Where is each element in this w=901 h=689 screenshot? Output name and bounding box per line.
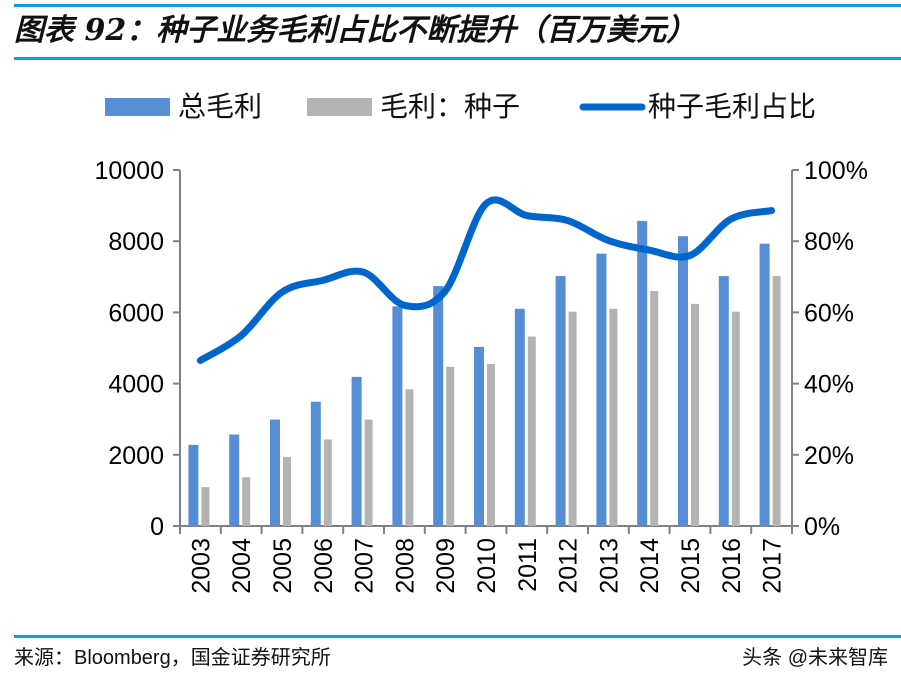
legend-label-ratio: 种子毛利占比 <box>648 90 816 123</box>
bar-total-2010 <box>474 346 484 526</box>
bar-seed-2008 <box>405 389 414 526</box>
x-tick-label: 2010 <box>473 538 501 594</box>
x-tick-label: 2011 <box>514 538 542 592</box>
x-tick-label: 2005 <box>269 538 297 594</box>
ratio-line-group <box>196 196 776 364</box>
footer-rule <box>14 635 901 638</box>
bars <box>188 220 781 526</box>
legend-label-total: 总毛利 <box>178 90 262 123</box>
source-note: 来源：Bloomberg，国金证券研究所 <box>14 646 331 669</box>
right-tick-label: 40% <box>804 371 854 399</box>
bar-seed-2005 <box>283 456 291 526</box>
bar-total-2003 <box>188 444 199 526</box>
bar-total-2004 <box>229 434 240 526</box>
axes: 0 2000 4000 6000 8000 10000 0% 20% 40% 60% 80% 100%… <box>94 157 867 594</box>
x-tick-label: 2007 <box>351 538 379 594</box>
right-tick-label: 0% <box>804 513 840 541</box>
bar-total-2005 <box>270 419 280 526</box>
bar-total-2016 <box>718 276 729 526</box>
title-rule <box>14 57 901 60</box>
left-tick-label: 10000 <box>94 157 164 185</box>
bar-seed-2007 <box>364 419 373 526</box>
x-tick-label: 2003 <box>187 538 215 594</box>
x-tick-label: 2004 <box>228 538 256 594</box>
bar-seed-2012 <box>568 311 577 526</box>
x-tick-label: 2012 <box>555 538 583 594</box>
bar-seed-2010 <box>487 364 495 526</box>
bar-total-2013 <box>596 253 607 526</box>
legend-label-seed: 毛利：种子 <box>380 90 520 123</box>
bar-seed-2003 <box>201 487 210 526</box>
ratio-line <box>196 196 776 364</box>
x-tick-label: 2015 <box>677 538 705 594</box>
bar-seed-2015 <box>691 303 699 526</box>
bar-total-2014 <box>637 220 648 526</box>
x-tick-label: 2017 <box>759 538 787 594</box>
bar-total-2009 <box>433 286 444 526</box>
bar-seed-2006 <box>323 439 332 526</box>
right-tick-label: 80% <box>804 228 854 256</box>
left-tick-label: 6000 <box>108 299 164 327</box>
right-tick-label: 100% <box>804 157 868 185</box>
left-tick-label: 4000 <box>108 371 164 399</box>
left-tick-label: 8000 <box>108 228 164 256</box>
bar-seed-2009 <box>446 366 455 526</box>
x-tick-label: 2014 <box>636 538 664 594</box>
bar-total-2007 <box>351 376 362 526</box>
x-tick-label: 2006 <box>310 538 338 594</box>
x-tick-label: 2013 <box>595 538 623 594</box>
right-tick-label: 20% <box>804 442 854 470</box>
watermark: 头条 @未来智库 <box>742 646 888 669</box>
bar-seed-2016 <box>731 311 740 526</box>
bar-seed-2017 <box>772 276 781 526</box>
x-tick-label: 2008 <box>391 538 419 594</box>
legend-swatch-seed <box>307 98 372 116</box>
left-tick-label: 0 <box>150 513 164 541</box>
bar-total-2008 <box>392 306 403 526</box>
bar-seed-2011 <box>527 336 536 526</box>
top-rule <box>14 4 901 7</box>
bar-total-2015 <box>678 236 688 526</box>
bar-seed-2014 <box>650 291 659 526</box>
bar-seed-2013 <box>609 308 618 526</box>
bar-seed-2004 <box>242 477 251 526</box>
right-tick-label: 60% <box>804 299 854 327</box>
bar-total-2012 <box>555 276 566 526</box>
legend: 总毛利 毛利：种子 种子毛利占比 <box>105 90 816 123</box>
bar-total-2011 <box>514 308 525 526</box>
left-tick-label: 2000 <box>108 442 164 470</box>
bar-total-2017 <box>759 243 770 526</box>
figure-title: 图表 92：种子业务毛利占比不断提升（百万美元） <box>14 13 696 48</box>
x-tick-label: 2016 <box>718 538 746 594</box>
legend-swatch-total <box>105 98 170 116</box>
bar-total-2006 <box>310 401 321 526</box>
x-tick-label: 2009 <box>432 538 460 594</box>
